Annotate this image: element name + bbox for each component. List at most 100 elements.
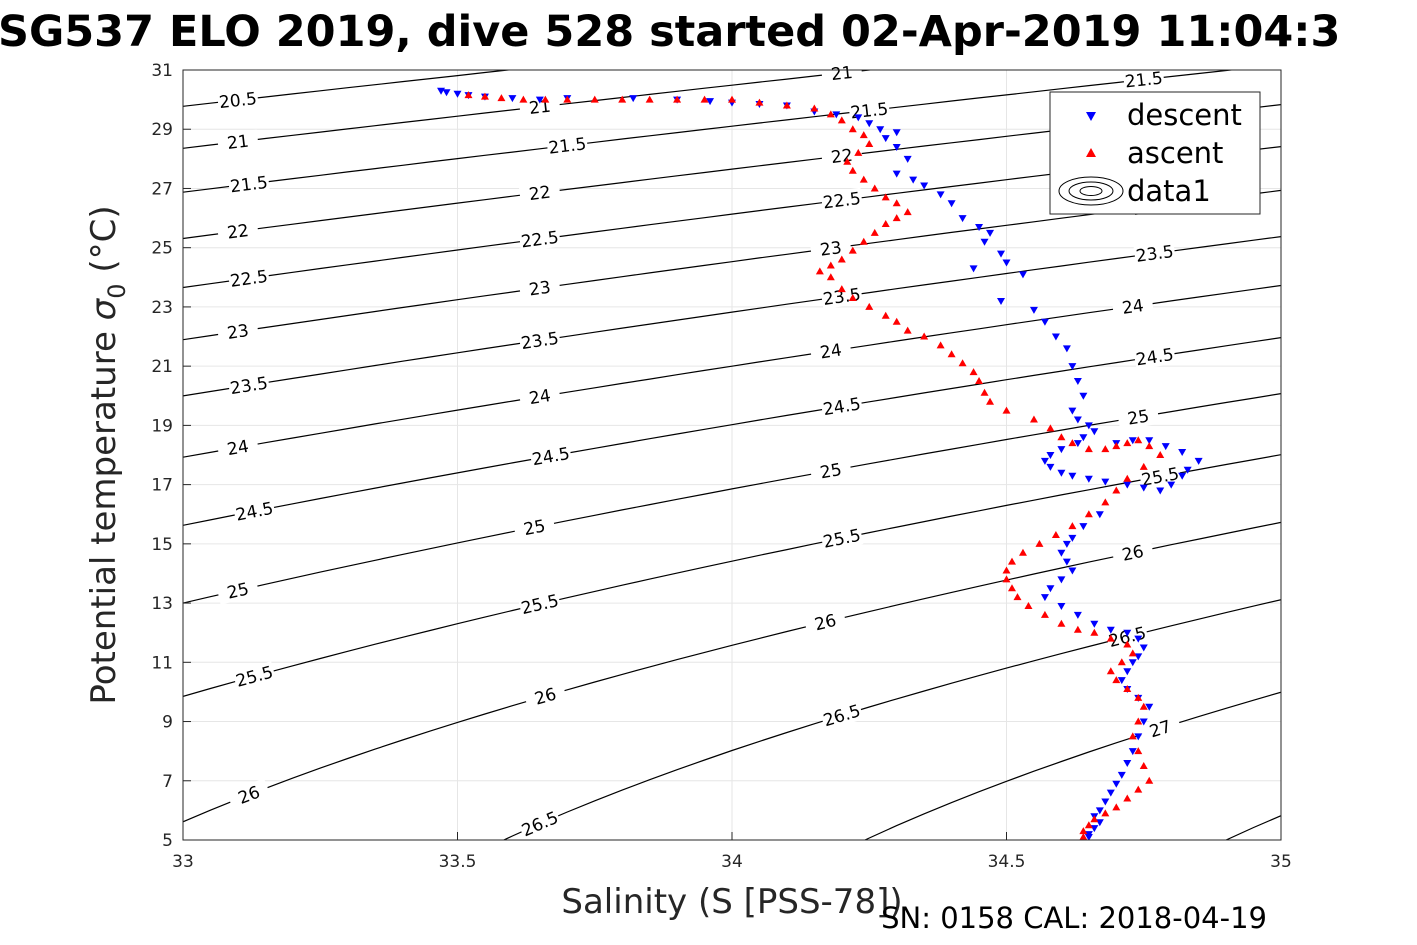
contour-label-text: 21.5 bbox=[229, 173, 269, 197]
descent-point bbox=[1139, 644, 1148, 652]
descent-point bbox=[1068, 534, 1077, 542]
contour-label: 26 bbox=[1111, 538, 1155, 567]
descent-point bbox=[1062, 540, 1071, 548]
descent-point bbox=[1090, 428, 1099, 436]
ascent-point bbox=[920, 332, 929, 340]
ascent-point bbox=[865, 302, 874, 310]
ascent-point bbox=[1046, 424, 1055, 432]
ascent-point bbox=[1112, 442, 1121, 450]
ascent-point bbox=[1123, 474, 1132, 482]
ascent-point bbox=[881, 193, 890, 201]
contour-label-bg bbox=[518, 275, 561, 301]
ascent-point bbox=[1013, 593, 1022, 601]
contour-label-bg bbox=[518, 383, 562, 410]
contour-label: 26 bbox=[226, 778, 272, 812]
descent-point bbox=[1134, 733, 1143, 741]
contour-label: 23.5 bbox=[518, 327, 562, 354]
descent-point bbox=[920, 182, 929, 190]
contour-label-bg bbox=[518, 327, 562, 354]
contour-label-text: 24 bbox=[1121, 296, 1145, 319]
x-tick-label: 35 bbox=[1270, 852, 1292, 872]
contour-label-bg bbox=[216, 576, 260, 605]
descent-point bbox=[1106, 626, 1115, 634]
ascent-point bbox=[1002, 406, 1011, 414]
descent-point bbox=[881, 135, 890, 143]
ascent-point bbox=[590, 95, 599, 103]
ascent-point bbox=[1057, 433, 1066, 441]
descent-point bbox=[1161, 443, 1170, 451]
x-tick-label: 33 bbox=[172, 852, 194, 872]
descent-point bbox=[1112, 780, 1121, 788]
descent-point bbox=[1040, 318, 1049, 326]
contour-label-bg bbox=[216, 218, 260, 244]
descent-point bbox=[1018, 271, 1027, 279]
ascent-point bbox=[859, 131, 868, 139]
ascent-point bbox=[980, 388, 989, 396]
descent-point bbox=[1029, 306, 1038, 314]
descent-point bbox=[1057, 576, 1066, 584]
ascent-point bbox=[848, 125, 857, 133]
ascent-point bbox=[1018, 548, 1027, 556]
descent-point bbox=[986, 229, 995, 237]
y-tick-label: 31 bbox=[151, 61, 173, 81]
ascent-point bbox=[728, 95, 736, 103]
descent-point bbox=[854, 114, 863, 122]
y-axis-label-subscript: 0 bbox=[103, 283, 131, 298]
ascent-point bbox=[1002, 566, 1011, 574]
descent-point bbox=[1178, 449, 1187, 457]
descent-point bbox=[1145, 703, 1154, 711]
y-tick-label: 17 bbox=[151, 476, 173, 496]
ascent-point bbox=[903, 326, 912, 334]
ascent-point bbox=[1123, 640, 1132, 648]
ascent-point bbox=[870, 184, 879, 192]
contour-label-text: 25 bbox=[819, 460, 844, 484]
ascent-point bbox=[1090, 628, 1099, 636]
descent-point bbox=[1101, 478, 1110, 486]
descent-point bbox=[1123, 629, 1132, 637]
descent-point bbox=[1073, 377, 1082, 385]
contour-label: 22 bbox=[518, 180, 561, 206]
descent-point bbox=[1128, 748, 1137, 756]
descent-point bbox=[1084, 475, 1093, 483]
ascent-point bbox=[892, 214, 901, 222]
descent-point bbox=[1051, 333, 1060, 341]
ascent-point bbox=[1106, 634, 1115, 642]
contour-label-bg bbox=[523, 680, 568, 712]
descent-point bbox=[535, 96, 544, 104]
descent-point bbox=[1068, 567, 1077, 575]
contour-label-bg bbox=[820, 283, 863, 310]
contour-label-text: 25 bbox=[1126, 406, 1151, 429]
descent-point bbox=[1062, 345, 1071, 353]
descent-point bbox=[1073, 416, 1082, 424]
contour-label-bg bbox=[216, 129, 259, 155]
isopycnal-line bbox=[183, 70, 514, 107]
y-tick-label: 27 bbox=[151, 179, 173, 199]
isopycnal-line bbox=[183, 337, 1281, 526]
descent-point bbox=[453, 90, 462, 98]
descent-point bbox=[1101, 798, 1110, 806]
descent-point bbox=[1117, 771, 1126, 779]
descent-point bbox=[1057, 469, 1066, 477]
contour-label-bg bbox=[232, 661, 277, 692]
descent-point bbox=[1095, 807, 1104, 815]
contour-label-text: 21 bbox=[226, 132, 250, 154]
contour-label: 21 bbox=[216, 129, 259, 155]
ascent-point bbox=[1079, 833, 1088, 840]
descent-point bbox=[1046, 452, 1055, 459]
ascent-point bbox=[1134, 747, 1143, 755]
descent-point bbox=[947, 200, 956, 208]
y-tick-label: 19 bbox=[151, 416, 173, 436]
ascent-point bbox=[1084, 445, 1093, 453]
descent-point bbox=[1194, 457, 1203, 465]
contour-label-bg bbox=[1138, 713, 1183, 745]
descent-point bbox=[1156, 487, 1165, 495]
y-axis-ticks: 5 7 9 11 13 15 17 19 21 23 25 27 29 31 bbox=[151, 61, 191, 851]
isopycnal-line bbox=[183, 70, 1237, 193]
descent-point bbox=[1123, 481, 1132, 489]
contour-label: 24.5 bbox=[1133, 343, 1176, 370]
contour-label: 23 bbox=[809, 235, 852, 261]
descent-point bbox=[1057, 549, 1066, 557]
contour-label-bg bbox=[819, 699, 864, 731]
ascent-point bbox=[947, 350, 956, 358]
x-axis-ticks: 33 33.5 34 34.5 35 bbox=[172, 832, 1292, 872]
